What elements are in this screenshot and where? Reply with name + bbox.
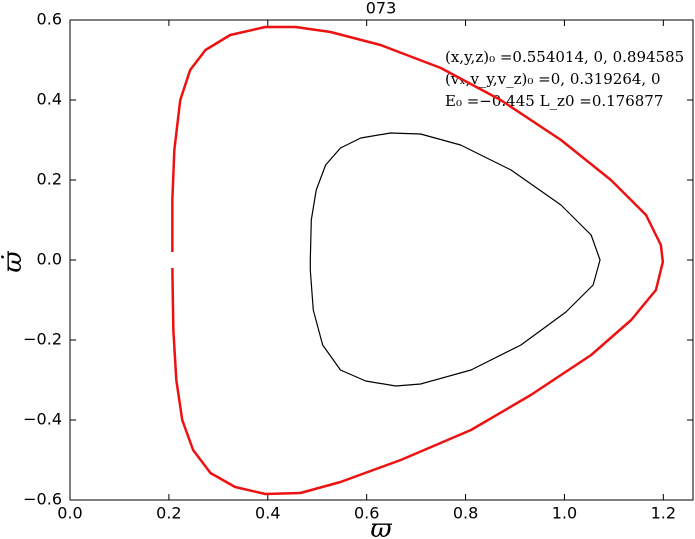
y-axis-label: ϖ̇ — [0, 251, 28, 273]
y-tick-label: 0.4 — [37, 90, 62, 109]
x-tick-label: 1.2 — [651, 504, 676, 523]
x-tick-label: 0.4 — [255, 504, 280, 523]
orbit-line — [171, 25, 665, 496]
y-tick-label: −0.4 — [23, 410, 62, 429]
annotation: (x,y,z)₀ =0.554014, 0, 0.894585 — [445, 48, 684, 66]
annotation: E₀ =−0.445 L_z0 =0.176877 — [445, 92, 663, 110]
annotation: (vₓ,v_y,v_z)₀ =0, 0.319264, 0 — [445, 70, 661, 88]
y-tick-label: 0.0 — [37, 250, 62, 269]
y-tick-label: 0.6 — [37, 10, 62, 29]
y-tick-label: −0.6 — [23, 490, 62, 509]
x-tick-label: 0.8 — [453, 504, 478, 523]
x-tick-label: 0.0 — [57, 504, 82, 523]
x-tick-label: 1.0 — [552, 504, 577, 523]
plot-frame — [69, 19, 694, 501]
x-tick-label: 0.2 — [156, 504, 181, 523]
orbit-line — [309, 132, 601, 387]
y-tick-label: −0.2 — [23, 330, 62, 349]
x-tick-label: 0.6 — [354, 504, 379, 523]
y-tick-label: 0.2 — [37, 170, 62, 189]
x-axis-label: ϖ — [370, 514, 392, 539]
chart-title: 073 — [366, 0, 397, 18]
